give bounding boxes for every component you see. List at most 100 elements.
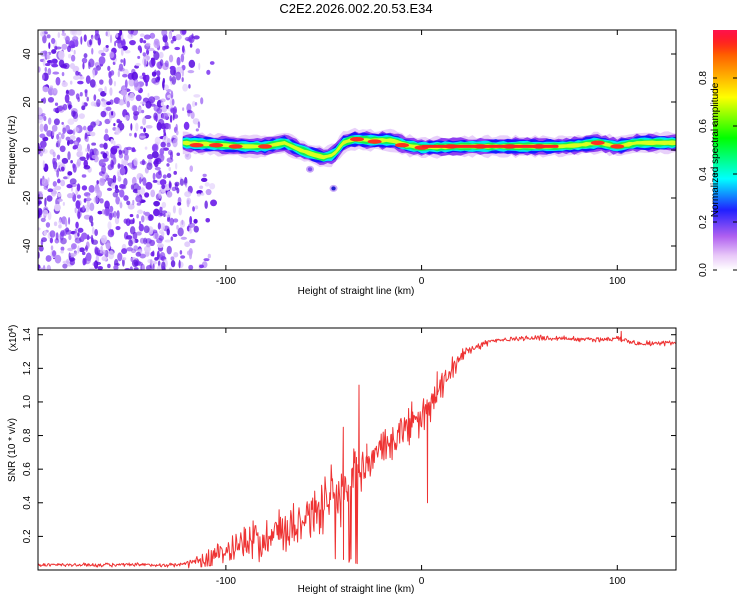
noise-speckle [85, 148, 88, 153]
noise-speckle [162, 174, 167, 179]
snr-x-tick-label: 0 [419, 576, 425, 587]
noise-speckle [134, 132, 137, 138]
noise-speckle [68, 139, 74, 145]
noise-speckle [38, 66, 41, 73]
noise-speckle [195, 48, 201, 55]
snr-x-ticks: -100 0 100 [216, 328, 626, 587]
noise-speckle [179, 178, 185, 186]
noise-speckle [196, 193, 201, 197]
noise-speckle [178, 259, 181, 269]
noise-speckle [38, 107, 43, 116]
noise-speckle [179, 250, 183, 255]
noise-speckle [116, 118, 121, 123]
noise-speckle [190, 111, 195, 119]
noise-speckle [166, 245, 172, 255]
noise-speckle [129, 40, 136, 46]
noise-speckle [118, 153, 124, 159]
noise-speckle [143, 40, 147, 44]
noise-speckle [151, 71, 157, 77]
noise-speckle [128, 219, 135, 225]
noise-speckle [55, 232, 59, 241]
noise-speckle [172, 112, 175, 121]
noise-speckle [91, 142, 97, 146]
colorbar-tick-label: 0.2 [698, 215, 709, 229]
spectrogram-x-tick-label: -100 [216, 276, 236, 287]
noise-speckle [89, 131, 96, 137]
noise-speckle [137, 209, 144, 215]
noise-speckle [52, 71, 60, 75]
noise-speckle [53, 118, 60, 126]
noise-speckle [180, 53, 185, 63]
noise-speckle [151, 143, 159, 153]
noise-speckle [85, 245, 89, 252]
noise-speckle [136, 213, 139, 219]
noise-speckle [61, 43, 68, 50]
noise-speckle [143, 211, 146, 215]
noise-speckle [159, 147, 165, 156]
noise-speckle [52, 250, 57, 257]
noise-speckle [171, 98, 175, 106]
noise-speckle [124, 49, 131, 54]
noise-speckle [117, 164, 125, 168]
noise-speckle [163, 212, 166, 217]
noise-speckle [100, 234, 108, 244]
noise-speckle [110, 229, 114, 236]
noise-speckle [107, 263, 111, 269]
noise-speckle [161, 30, 168, 37]
noise-speckle [96, 119, 100, 126]
noise-speckle [150, 189, 156, 198]
noise-speckle [74, 207, 77, 214]
noise-speckle [117, 175, 122, 182]
noise-speckle [83, 34, 87, 42]
noise-speckle [56, 154, 61, 160]
noise-speckle [177, 227, 184, 237]
noise-speckle [133, 78, 139, 88]
noise-speckle [172, 139, 178, 148]
noise-speckle [143, 127, 146, 133]
noise-speckle [205, 217, 211, 223]
noise-speckle [91, 226, 95, 235]
noise-speckle [90, 101, 96, 107]
noise-speckle [131, 259, 139, 268]
noise-speckle [139, 176, 142, 184]
spectrogram-blobs [306, 165, 338, 192]
noise-speckle [150, 251, 155, 257]
ridge-hotspot [590, 140, 605, 145]
noise-speckle [89, 202, 95, 212]
noise-speckle [143, 225, 150, 234]
noise-speckle [141, 72, 146, 77]
ridge-hotspot [350, 137, 364, 142]
noise-speckle [127, 30, 134, 35]
noise-speckle [67, 171, 73, 176]
noise-speckle [69, 63, 76, 69]
noise-speckle [195, 128, 199, 132]
spectrogram-y-ticks: -40 -20 0 20 40 [22, 48, 676, 253]
noise-speckle [41, 98, 44, 102]
noise-speckle [70, 160, 73, 164]
noise-speckle [137, 45, 142, 51]
noise-speckle [124, 94, 131, 103]
noise-speckle [86, 96, 89, 102]
noise-speckle [130, 123, 133, 131]
noise-speckle [46, 195, 53, 202]
noise-speckle [177, 261, 184, 269]
noise-speckle [84, 132, 88, 140]
noise-speckle [87, 125, 94, 132]
noise-speckle [161, 231, 165, 237]
snr-y-tick-label: 0.4 [22, 495, 33, 509]
noise-speckle [114, 184, 119, 190]
noise-speckle [151, 57, 156, 67]
noise-speckle [149, 259, 153, 265]
noise-speckle [44, 197, 47, 207]
noise-speckle [104, 118, 111, 125]
noise-speckle [175, 71, 182, 81]
noise-speckle [42, 59, 46, 67]
noise-speckle [120, 59, 124, 63]
noise-speckle [90, 234, 94, 243]
noise-speckle [106, 101, 112, 106]
noise-speckle [171, 76, 177, 85]
noise-speckle [123, 178, 128, 186]
noise-speckle [51, 49, 57, 54]
noise-speckle [54, 203, 61, 212]
